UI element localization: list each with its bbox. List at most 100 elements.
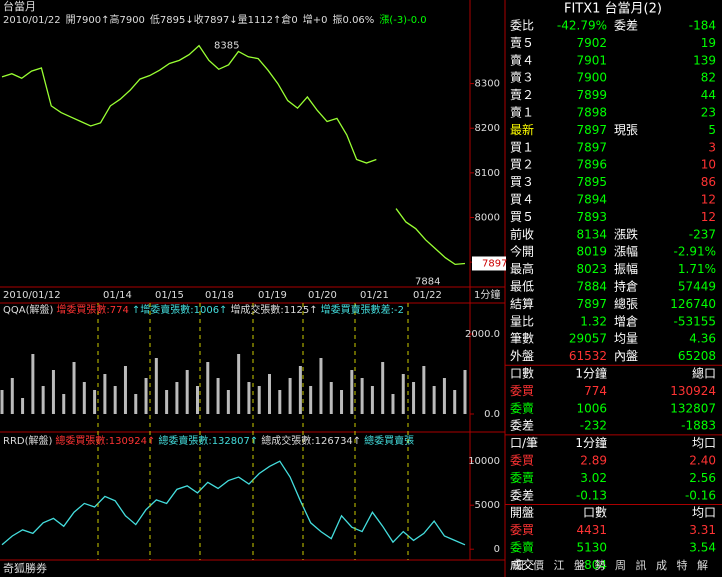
tab[interactable]: 勢 <box>595 558 606 572</box>
quote-cell: 買３ <box>510 175 534 189</box>
tab[interactable]: 特 <box>677 558 688 572</box>
quote-cell: 均量 <box>614 332 638 346</box>
quote-cell: 12 <box>701 210 716 224</box>
quote-cell: -53155 <box>673 314 716 328</box>
quote-cell: 1分鐘 <box>575 366 607 381</box>
quote-cell: -2.91% <box>674 245 716 259</box>
y-tick-label: 8300 <box>475 79 500 90</box>
annotation: 8385 <box>214 41 239 52</box>
quote-cell: 61532 <box>569 349 607 363</box>
quote-cell: 10 <box>701 158 716 172</box>
quote-cell: 3.54 <box>689 541 716 555</box>
quote-cell: 3 <box>708 140 716 154</box>
last-price: 7897 <box>482 258 507 269</box>
y-tick-label: 8000 <box>475 213 500 224</box>
quote-cell: 2.56 <box>689 471 716 485</box>
quote-cell: 開盤 <box>510 506 534 520</box>
header-field: 增+0 <box>303 13 328 26</box>
quote-cell: 7898 <box>576 106 607 120</box>
quote-cell: 2.40 <box>689 454 716 468</box>
quote-cell: 8019 <box>576 245 607 259</box>
quote-cell: 筆數 <box>510 332 534 346</box>
quote-cell: 132807 <box>670 401 716 415</box>
tab[interactable]: 江 <box>554 559 565 572</box>
quote-cell: 7899 <box>576 88 607 102</box>
quote-cell: 1.71% <box>678 262 716 276</box>
quote-cell: 現張 <box>614 123 638 137</box>
quote-cell: 總口 <box>692 366 716 381</box>
quote-cell: 外盤 <box>510 349 534 363</box>
date-label: 01/20 <box>308 290 337 301</box>
tab[interactable]: 價 <box>533 558 544 572</box>
quote-cell: 1.32 <box>580 314 607 328</box>
quote-cell: 7895 <box>576 175 607 189</box>
quote-cell: 委差 <box>510 488 534 502</box>
y-tick-label: 5000 <box>475 500 500 511</box>
date-label: 01/21 <box>360 290 389 301</box>
quote-cell: 130924 <box>670 384 716 398</box>
date-label: 01/22 <box>413 290 442 301</box>
quote-cell: 3.02 <box>580 471 607 485</box>
panel-header: ↑增委賣張數:1006↑ <box>132 303 228 316</box>
quote-cell: 委差 <box>614 19 638 33</box>
line <box>1 460 466 546</box>
quote-cell: 委差 <box>510 419 534 433</box>
quote-cell: 7893 <box>576 210 607 224</box>
quote-cell: 7897 <box>576 140 607 154</box>
quote-cell: 委賣 <box>510 400 534 415</box>
title: 台當月 <box>3 0 36 13</box>
quote-cell: 賣３ <box>510 70 534 85</box>
quote-cell: 57449 <box>678 280 716 294</box>
annotation: 7884 <box>415 276 440 287</box>
header-field: 漲(-3)-0.0 <box>379 14 426 26</box>
quote-cell: 振幅 <box>614 261 638 276</box>
quote-cell: -0.16 <box>685 488 716 502</box>
quote-cell: 7901 <box>576 53 607 67</box>
header-field: 2010/01/22 <box>3 15 61 26</box>
quote-cell: -1883 <box>681 419 716 433</box>
tab[interactable]: 周 <box>615 559 626 572</box>
panel-header: QQA(解盤) <box>3 303 53 316</box>
quote-cell: 5130 <box>576 541 607 555</box>
tab[interactable]: 盤 <box>574 559 585 572</box>
quote-cell: 65208 <box>678 349 716 363</box>
quote-cell: 均口 <box>692 506 716 520</box>
quote-cell: -0.13 <box>576 488 607 502</box>
quote-cell: 804 <box>584 558 607 572</box>
date-label: 01/15 <box>155 290 184 301</box>
tab[interactable]: 解 <box>697 558 708 572</box>
quote-cell: 4431 <box>576 523 607 537</box>
quote-cell: 774 <box>584 384 607 398</box>
panel-header: 增委買張數:774 <box>56 303 128 316</box>
quote-cell: 最高 <box>510 261 534 276</box>
quote-cell: 8023 <box>576 262 607 276</box>
quote-cell: 量比 <box>510 314 534 328</box>
quote-cell: 7884 <box>576 280 607 294</box>
quote-cell: 賣４ <box>510 52 534 67</box>
quote-cell: 4.36 <box>689 332 716 346</box>
quote-cell: 今開 <box>510 244 534 259</box>
y-tick-label: 8200 <box>475 123 500 134</box>
quote-cell: 82 <box>701 71 716 85</box>
y-tick-label: 0 <box>494 544 500 555</box>
panel-header: 總委賣張數:132807↑ <box>158 434 258 447</box>
tab[interactable]: 成 <box>656 559 667 572</box>
quote-cell: 7897 <box>576 123 607 137</box>
tab[interactable]: 訊 <box>636 558 647 572</box>
panel-header: 總委買賣張 <box>364 434 414 447</box>
quote-cell: 委賣 <box>510 540 534 555</box>
quote-cell: 委比 <box>510 19 534 33</box>
quote-cell: 委賣 <box>510 470 534 485</box>
quote-cell: 7896 <box>576 158 607 172</box>
tab[interactable]: 細 <box>513 559 524 572</box>
header-field: 低7895↓收7897↓量1112↑倉0 <box>150 13 298 26</box>
quote-cell: 委買 <box>510 523 534 537</box>
date-label: 2010/01/12 <box>3 290 61 301</box>
panel-header: 增委買賣張數差:-2 <box>321 303 404 316</box>
quote-cell: 口數 <box>510 367 534 381</box>
quote-cell: 最低 <box>510 280 534 294</box>
panel-header: 總委買張數:130924↑ <box>55 434 155 447</box>
quote-cell: 7897 <box>576 297 607 311</box>
